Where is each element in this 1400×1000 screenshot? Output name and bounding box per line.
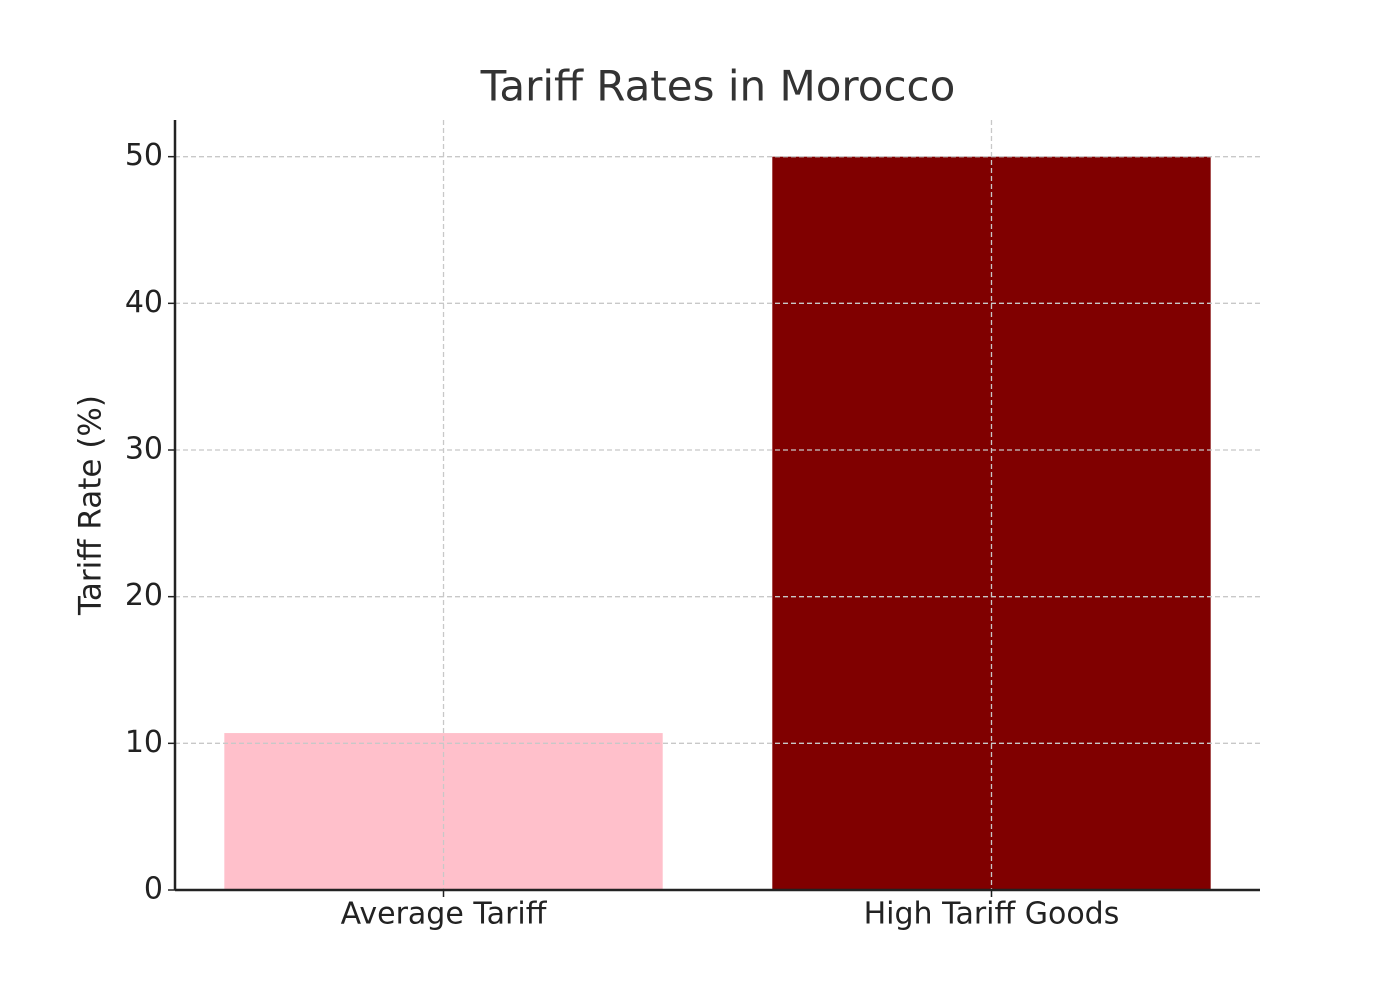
x-tick-label: High Tariff Goods [864,897,1120,932]
y-tick-label: 30 [125,432,163,467]
y-tick-label: 20 [125,578,163,613]
y-axis-label: Tariff Rate (%) [73,395,109,616]
x-tick-label: Average Tariff [341,897,548,932]
chart-title: Tariff Rates in Morocco [480,62,956,111]
y-tick-label: 10 [125,725,163,760]
y-tick-label: 50 [125,138,163,173]
y-tick-label: 40 [125,285,163,320]
y-tick-label: 0 [144,872,163,907]
